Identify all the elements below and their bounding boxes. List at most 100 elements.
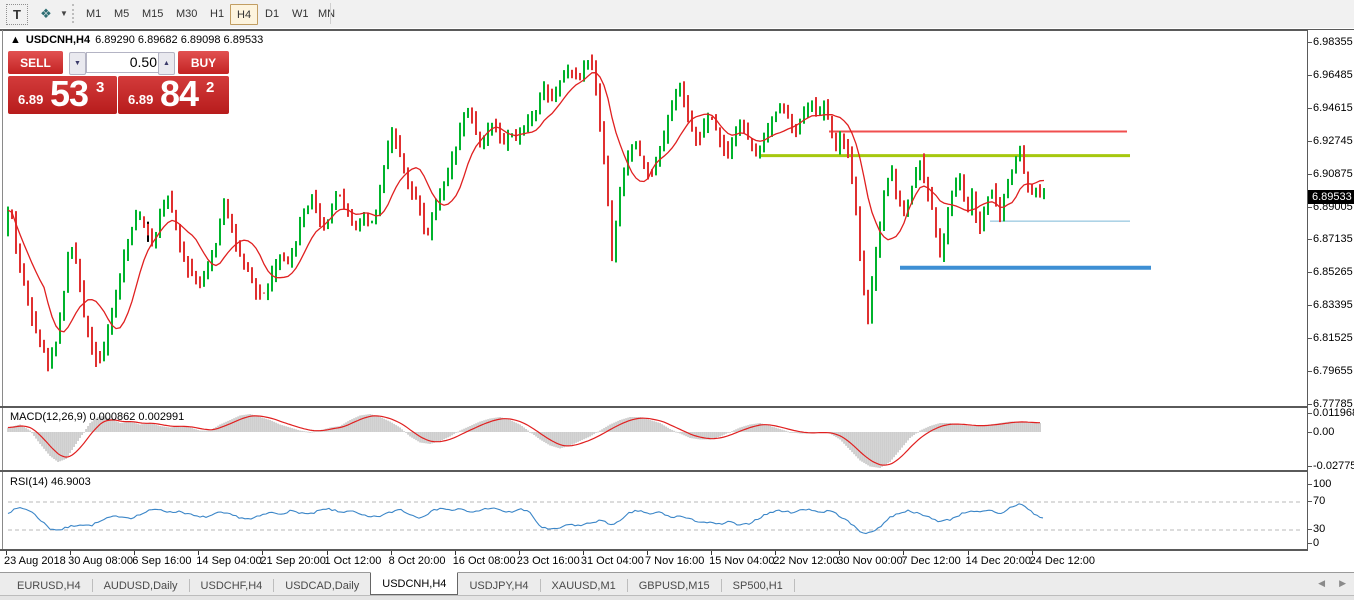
timeframe-m15-button[interactable]: M15: [142, 7, 164, 20]
rsi-axis-label: 0: [1307, 537, 1320, 549]
time-axis-label: 30 Aug 08:00: [68, 555, 133, 567]
tab-scroll-controls: ◀ ▶: [1318, 578, 1346, 589]
chart-tab-eurusd-h4[interactable]: EURUSD,H4: [17, 579, 81, 592]
time-axis-label: 22 Nov 12:00: [773, 555, 839, 567]
time-axis-label: 21 Sep 20:00: [260, 555, 326, 567]
chart-tab-audusd-daily[interactable]: AUDUSD,Daily: [103, 579, 178, 592]
chart-tab-xauusd-m1[interactable]: XAUUSD,M1: [551, 579, 616, 592]
tabbar-border: [0, 572, 1354, 573]
scroll-left-icon[interactable]: ◀: [1318, 578, 1326, 588]
chart-tab-usdcad-daily[interactable]: USDCAD,Daily: [285, 579, 360, 592]
time-axis-tick: [1031, 551, 1033, 555]
volume-input[interactable]: 0.50: [86, 52, 164, 73]
symbol-label: USDCNH,H4: [25, 34, 91, 46]
chart-tab-gbpusd-m15[interactable]: GBPUSD,M15: [638, 579, 710, 592]
volume-increase-button[interactable]: ▲: [158, 52, 175, 75]
time-axis-tick: [518, 551, 520, 555]
macd-pane: [3, 408, 1307, 470]
price-chart-pane: [3, 31, 1307, 406]
timeframe-h4-button[interactable]: H4: [230, 4, 259, 25]
pane-splitter-rsi[interactable]: [0, 470, 1354, 472]
time-axis-tick: [647, 551, 648, 555]
macd-chart: [7, 414, 1041, 468]
tab-separator: [539, 579, 541, 592]
time-axis-label: 24 Dec 12:00: [1029, 555, 1096, 567]
timeframe-h1-button[interactable]: H1: [210, 7, 225, 20]
current-price-marker: 6.89533: [1308, 190, 1354, 204]
rsi-label: RSI(14) 46.9003: [10, 476, 91, 488]
macd-label: MACD(12,26,9) 0.000862 0.002991: [10, 411, 185, 423]
price-axis-label: 6.94615: [1308, 102, 1353, 114]
macd-axis-label: 0.011968: [1307, 407, 1354, 419]
timeframe-m5-button[interactable]: M5: [114, 7, 130, 20]
price-axis-label: 6.98355: [1308, 36, 1353, 48]
time-axis-label: 23 Oct 16:00: [516, 555, 580, 567]
time-axis-label: 15 Nov 04:00: [709, 555, 775, 567]
sell-price-pips: 53: [50, 73, 89, 114]
text-label-tool-icon[interactable]: T: [6, 4, 28, 25]
tab-separator: [91, 579, 93, 592]
tab-separator: [188, 579, 190, 592]
price-axis-label: 6.85265: [1308, 266, 1353, 278]
buy-price-point: 2: [206, 79, 215, 96]
chart-tab-sp500-h1[interactable]: SP500,H1: [732, 579, 783, 592]
time-axis-label: 7 Dec 12:00: [901, 555, 961, 567]
pane-splitter-macd[interactable]: [0, 406, 1354, 408]
price-axis-label: 6.81525: [1308, 332, 1353, 344]
rsi-axis-label: 100: [1307, 478, 1332, 490]
time-axis-tick: [454, 551, 456, 555]
time-axis-tick: [6, 551, 7, 555]
price-axis-label: 6.96485: [1308, 69, 1353, 81]
tab-separator: [273, 579, 275, 592]
timeframe-w1-button[interactable]: W1: [292, 7, 309, 20]
timeframe-m30-button[interactable]: M30: [176, 7, 198, 20]
price-axis-label: 6.87135: [1308, 233, 1353, 245]
arrange-windows-icon[interactable]: ❖: [40, 5, 52, 21]
buy-button[interactable]: BUY: [178, 51, 229, 74]
scroll-right-icon[interactable]: ▶: [1339, 578, 1346, 588]
buy-price-base: 6.89: [128, 92, 154, 107]
toolbar-grip: [72, 4, 77, 23]
toolbar: T ❖ ▼ M1 M5 M15 M30 H1 H4 D1 W1 MN: [0, 0, 1354, 29]
timeframe-mn-button[interactable]: MN: [318, 7, 336, 20]
time-axis-tick: [262, 551, 264, 555]
chart-window: [0, 28, 1354, 573]
chevron-down-icon[interactable]: ▼: [60, 9, 68, 18]
volume-decrease-button[interactable]: ▼: [69, 52, 86, 75]
chart-tab-usdjpy-h4[interactable]: USDJPY,H4: [469, 579, 529, 592]
timeframe-m1-button[interactable]: M1: [86, 7, 102, 20]
time-axis-label: 16 Oct 08:00: [452, 555, 516, 567]
time-axis-label: 7 Nov 16:00: [645, 555, 705, 567]
sell-price-button[interactable]: 6.89 53 3: [8, 73, 117, 114]
time-axis-label: 6 Sep 16:00: [132, 555, 192, 567]
time-axis-tick: [582, 551, 584, 555]
chart-tab-usdchf-h4[interactable]: USDCHF,H4: [200, 579, 263, 592]
macd-axis-label: -0.027758: [1308, 460, 1354, 472]
time-axis-tick: [839, 551, 841, 555]
chart-tabbar: EURUSD,H4 AUDUSD,Daily USDCHF,H4 USDCAD,Dai…: [0, 572, 1354, 595]
chart-tab-usdcnh-h4[interactable]: USDCNH,H4: [370, 572, 459, 595]
time-axis-tick: [903, 551, 905, 555]
time-axis-tick: [775, 551, 777, 555]
price-axis-label: 6.77785: [1308, 398, 1353, 410]
time-axis-tick: [134, 551, 136, 555]
collapse-arrow-icon[interactable]: ▲: [10, 34, 21, 46]
price-axis-label: 6.83395: [1308, 299, 1353, 311]
chart-title: ▲ USDCNH,H4 6.89290 6.89682 6.89098 6.89…: [10, 33, 263, 47]
time-axis-label: 1 Oct 12:00: [324, 555, 382, 567]
time-axis-label: 30 Nov 00:00: [837, 555, 903, 567]
time-axis-border: [0, 549, 1354, 551]
tab-separator: [720, 579, 722, 592]
time-axis[interactable]: 23 Aug 2018 30 Aug 08:00 6 Sep 16:00 14 Sep…: [0, 551, 1307, 572]
timeframe-d1-button[interactable]: D1: [265, 7, 280, 20]
tab-separator: [626, 579, 628, 592]
rsi-axis-label: 30: [1307, 523, 1326, 535]
time-axis-tick: [326, 551, 328, 555]
sell-price-point: 3: [96, 79, 105, 96]
rsi-axis-label: 70: [1307, 495, 1326, 507]
time-axis-tick: [198, 551, 200, 555]
time-axis-tick: [390, 551, 392, 555]
time-axis-label: 14 Sep 04:00: [196, 555, 262, 567]
sell-button[interactable]: SELL: [8, 51, 63, 74]
buy-price-button[interactable]: 6.89 84 2: [118, 73, 229, 114]
